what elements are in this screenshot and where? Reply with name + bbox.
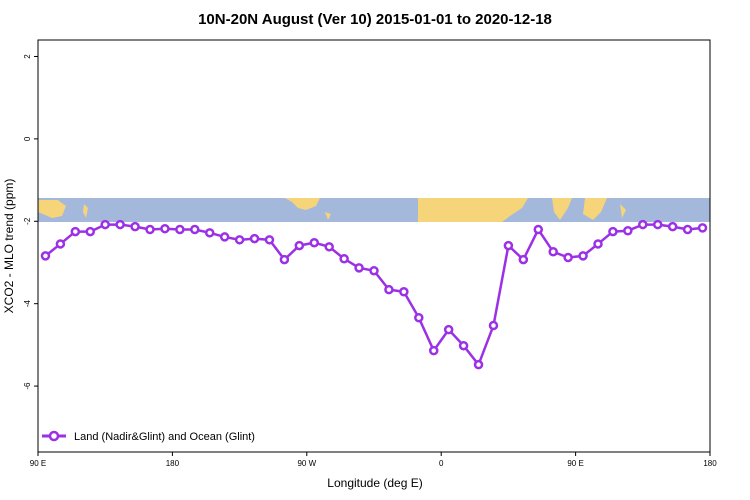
data-point xyxy=(190,224,200,235)
data-point xyxy=(160,223,170,234)
data-point xyxy=(518,254,529,265)
plot-frame xyxy=(37,39,711,453)
data-point xyxy=(593,239,603,249)
data-point xyxy=(428,345,439,356)
data-point xyxy=(458,340,469,351)
x-tick-label: 180 xyxy=(166,459,180,468)
x-axis-label: Longitude (deg E) xyxy=(327,476,422,490)
data-point xyxy=(473,359,484,370)
data-point xyxy=(638,219,648,230)
legend: Land (Nadir&Glint) and Ocean (Glint) xyxy=(42,430,255,443)
data-point xyxy=(309,237,320,248)
data-point xyxy=(623,226,633,236)
data-point xyxy=(503,240,514,251)
x-tick-label: 90 E xyxy=(30,459,46,468)
data-point xyxy=(339,254,349,264)
data-point xyxy=(70,226,81,237)
y-axis-label: XCO2 - MLO trend (ppm) xyxy=(2,179,16,314)
data-point xyxy=(608,226,618,237)
data-point xyxy=(324,242,334,252)
data-point xyxy=(294,240,305,251)
data-point xyxy=(115,219,125,230)
data-point xyxy=(204,228,215,238)
data-point xyxy=(264,235,275,245)
data-point xyxy=(130,221,140,232)
data-point xyxy=(667,221,678,232)
data-point xyxy=(249,233,260,244)
data-point xyxy=(55,239,66,249)
data-point xyxy=(279,254,290,265)
data-point xyxy=(682,224,693,235)
data-point xyxy=(354,263,364,273)
data-point xyxy=(100,219,110,230)
y-tick-label: -6 xyxy=(23,382,32,390)
legend-label: Land (Nadir&Glint) and Ocean (Glint) xyxy=(74,431,255,443)
data-point xyxy=(219,232,230,242)
data-point xyxy=(399,286,409,297)
y-tick-label: -2 xyxy=(23,217,32,225)
data-point xyxy=(652,219,663,230)
map-band xyxy=(38,198,710,222)
data-point xyxy=(488,320,499,331)
data-point xyxy=(578,251,588,261)
series-line xyxy=(44,223,703,368)
y-tick-label: 0 xyxy=(23,136,32,141)
data-point xyxy=(533,224,544,235)
x-tick-label: 90 W xyxy=(297,459,316,468)
data-point xyxy=(548,247,558,257)
data-point xyxy=(175,224,185,235)
data-point xyxy=(369,265,379,276)
x-tick-label: 180 xyxy=(703,459,717,468)
data-point xyxy=(443,324,454,335)
data-point xyxy=(234,235,245,245)
data-point xyxy=(563,252,573,263)
data-point xyxy=(40,251,51,261)
legend-marker xyxy=(48,430,60,442)
data-point xyxy=(384,284,394,295)
y-tick-label: -4 xyxy=(23,300,32,308)
data-point xyxy=(414,312,424,323)
data-point xyxy=(145,224,155,235)
x-tick-label: 90 E xyxy=(567,459,583,468)
chart-title: 10N-20N August (Ver 10) 2015-01-01 to 20… xyxy=(198,11,552,28)
y-tick-label: 2 xyxy=(23,54,32,59)
x-tick-label: 0 xyxy=(439,459,444,468)
data-point xyxy=(85,226,96,237)
data-point xyxy=(697,223,708,233)
